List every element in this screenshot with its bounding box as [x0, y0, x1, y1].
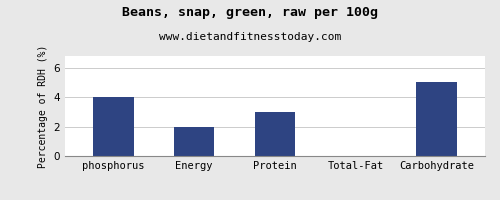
- Title: Beans, snap, green, raw per 100g
www.dietandfitnesstoday.com: Beans, snap, green, raw per 100g www.die…: [0, 199, 1, 200]
- Text: Beans, snap, green, raw per 100g: Beans, snap, green, raw per 100g: [122, 6, 378, 19]
- Bar: [416, 82, 457, 156]
- Bar: [255, 112, 295, 156]
- Bar: [94, 97, 134, 156]
- Text: www.dietandfitnesstoday.com: www.dietandfitnesstoday.com: [159, 32, 341, 42]
- Y-axis label: Percentage of RDH (%): Percentage of RDH (%): [38, 44, 48, 168]
- Bar: [174, 127, 214, 156]
